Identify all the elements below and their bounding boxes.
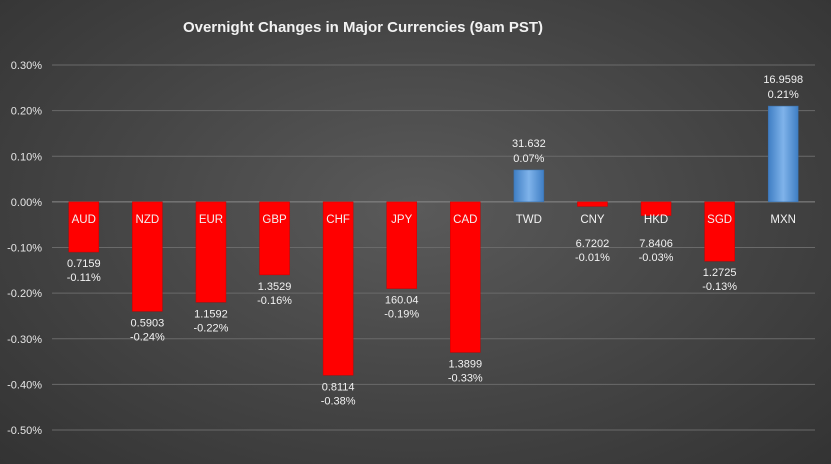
data-label-rate: 160.04 (385, 295, 419, 307)
data-label-rate: 1.3529 (258, 281, 292, 293)
category-label: SGD (707, 214, 732, 226)
category-label: EUR (199, 214, 223, 226)
y-tick-label: -0.20% (7, 288, 42, 300)
data-label-pct: -0.01% (575, 252, 610, 264)
category-label: HKD (644, 214, 668, 226)
data-label-rate: 6.7202 (576, 238, 610, 250)
category-label: JPY (391, 214, 412, 226)
bar-hkd (640, 201, 672, 216)
data-label-rate: 1.1592 (194, 308, 228, 320)
y-tick-label: 0.00% (11, 197, 42, 209)
bar-eur (195, 201, 227, 303)
data-label-pct: -0.16% (257, 295, 292, 307)
category-label: CNY (580, 214, 605, 226)
y-tick-label: -0.30% (7, 334, 42, 346)
gridlines (52, 64, 815, 431)
bar-nzd (132, 201, 163, 312)
bar-jpy (386, 201, 417, 289)
data-label-rate: 0.7159 (67, 258, 101, 270)
data-label-pct: 0.21% (768, 89, 799, 101)
bar-sgd (704, 201, 735, 262)
data-label-pct: 0.07% (513, 153, 544, 165)
category-label: AUD (72, 214, 96, 226)
data-label-rate: 7.8406 (639, 238, 673, 250)
bar-aud (68, 201, 100, 253)
data-label-pct: -0.03% (639, 252, 674, 264)
y-tick-label: 0.10% (11, 151, 42, 163)
category-label: GBP (262, 214, 287, 226)
bars (68, 105, 799, 376)
data-label-rate: 16.9598 (763, 74, 803, 86)
data-label-pct: -0.22% (194, 322, 229, 334)
data-label-rate: 0.8114 (322, 381, 355, 393)
category-label: CAD (453, 214, 477, 226)
bar-chf (322, 201, 354, 376)
category-label: TWD (516, 214, 542, 226)
data-label-rate: 1.3899 (448, 358, 482, 370)
y-tick-label: -0.10% (7, 243, 42, 255)
category-label: CHF (326, 214, 350, 226)
data-label-pct: -0.24% (130, 331, 165, 343)
data-label-pct: -0.33% (448, 372, 483, 384)
y-tick-label: 0.30% (11, 60, 42, 72)
bar-mxn (767, 105, 799, 203)
chart-title: Overnight Changes in Major Currencies (9… (183, 19, 543, 36)
bar-cny (577, 201, 608, 207)
category-label: MXN (770, 214, 796, 226)
data-label-rate: 1.2725 (703, 267, 737, 279)
bar-twd (513, 169, 545, 203)
y-tick-label: 0.20% (11, 106, 42, 118)
data-labels: AUD 0.7159 -0.11% NZD 0.5903 -0.24% EUR 1.1592 -… (67, 74, 803, 407)
y-tick-label: -0.50% (7, 425, 42, 437)
data-label-pct: -0.13% (702, 281, 737, 293)
data-label-pct: -0.11% (67, 272, 101, 284)
data-label-pct: -0.19% (384, 309, 419, 321)
data-label-rate: 31.632 (512, 138, 546, 150)
bar-cad (450, 201, 481, 353)
bar-gbp (259, 201, 290, 276)
y-tick-label: -0.40% (7, 379, 42, 391)
category-label: NZD (136, 214, 160, 226)
y-axis-ticks: 0.30% 0.20% 0.10% 0.00% -0.10% -0.20% -0.30% -0… (7, 60, 42, 437)
data-label-pct: -0.38% (321, 395, 356, 407)
data-label-rate: 0.5903 (131, 317, 165, 329)
